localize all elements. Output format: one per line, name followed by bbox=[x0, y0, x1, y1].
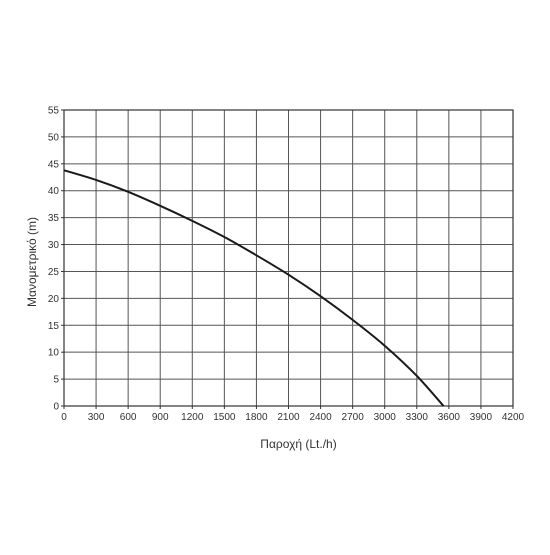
x-tick-label: 1500 bbox=[213, 412, 236, 423]
y-tick-label: 45 bbox=[48, 159, 60, 170]
y-tick-label: 25 bbox=[48, 267, 60, 278]
x-tick-label: 3000 bbox=[374, 412, 397, 423]
x-tick-label: 3600 bbox=[438, 412, 461, 423]
y-tick-label: 40 bbox=[48, 186, 60, 197]
x-tick-label: 4200 bbox=[502, 412, 525, 423]
x-tick-label: 600 bbox=[120, 412, 137, 423]
y-tick-label: 50 bbox=[48, 132, 60, 143]
y-tick-label: 20 bbox=[48, 294, 60, 305]
x-axis-title: Παροχή (Lt./h) bbox=[260, 437, 336, 451]
y-tick-label: 30 bbox=[48, 240, 60, 251]
y-tick-label: 5 bbox=[53, 375, 59, 386]
x-tick-label: 0 bbox=[61, 412, 67, 423]
grid bbox=[63, 109, 514, 407]
series-line bbox=[63, 169, 445, 407]
y-tick-label: 15 bbox=[48, 321, 60, 332]
y-tick-label: 35 bbox=[48, 213, 60, 224]
x-tick-label: 2700 bbox=[342, 412, 365, 423]
x-axis-ticks: 0 300 600 900 1200 1500 1800 2100 2400 2700 3000 33… bbox=[61, 406, 525, 423]
series-layer bbox=[63, 169, 445, 407]
x-tick-label: 2400 bbox=[309, 412, 332, 423]
y-tick-label: 10 bbox=[48, 348, 60, 359]
x-tick-label: 2100 bbox=[277, 412, 300, 423]
y-axis-title: Μανομετρικό (m) bbox=[25, 217, 39, 307]
x-tick-label: 3300 bbox=[406, 412, 429, 423]
x-tick-label: 900 bbox=[152, 412, 169, 423]
x-tick-label: 3900 bbox=[470, 412, 493, 423]
x-tick-label: 1800 bbox=[245, 412, 268, 423]
y-tick-label: 0 bbox=[53, 402, 59, 413]
y-tick-label: 55 bbox=[48, 106, 60, 117]
y-axis-ticks: 0 5 10 15 20 25 30 35 40 45 50 55 bbox=[48, 106, 64, 413]
x-tick-label: 300 bbox=[88, 412, 105, 423]
x-tick-label: 1200 bbox=[181, 412, 204, 423]
